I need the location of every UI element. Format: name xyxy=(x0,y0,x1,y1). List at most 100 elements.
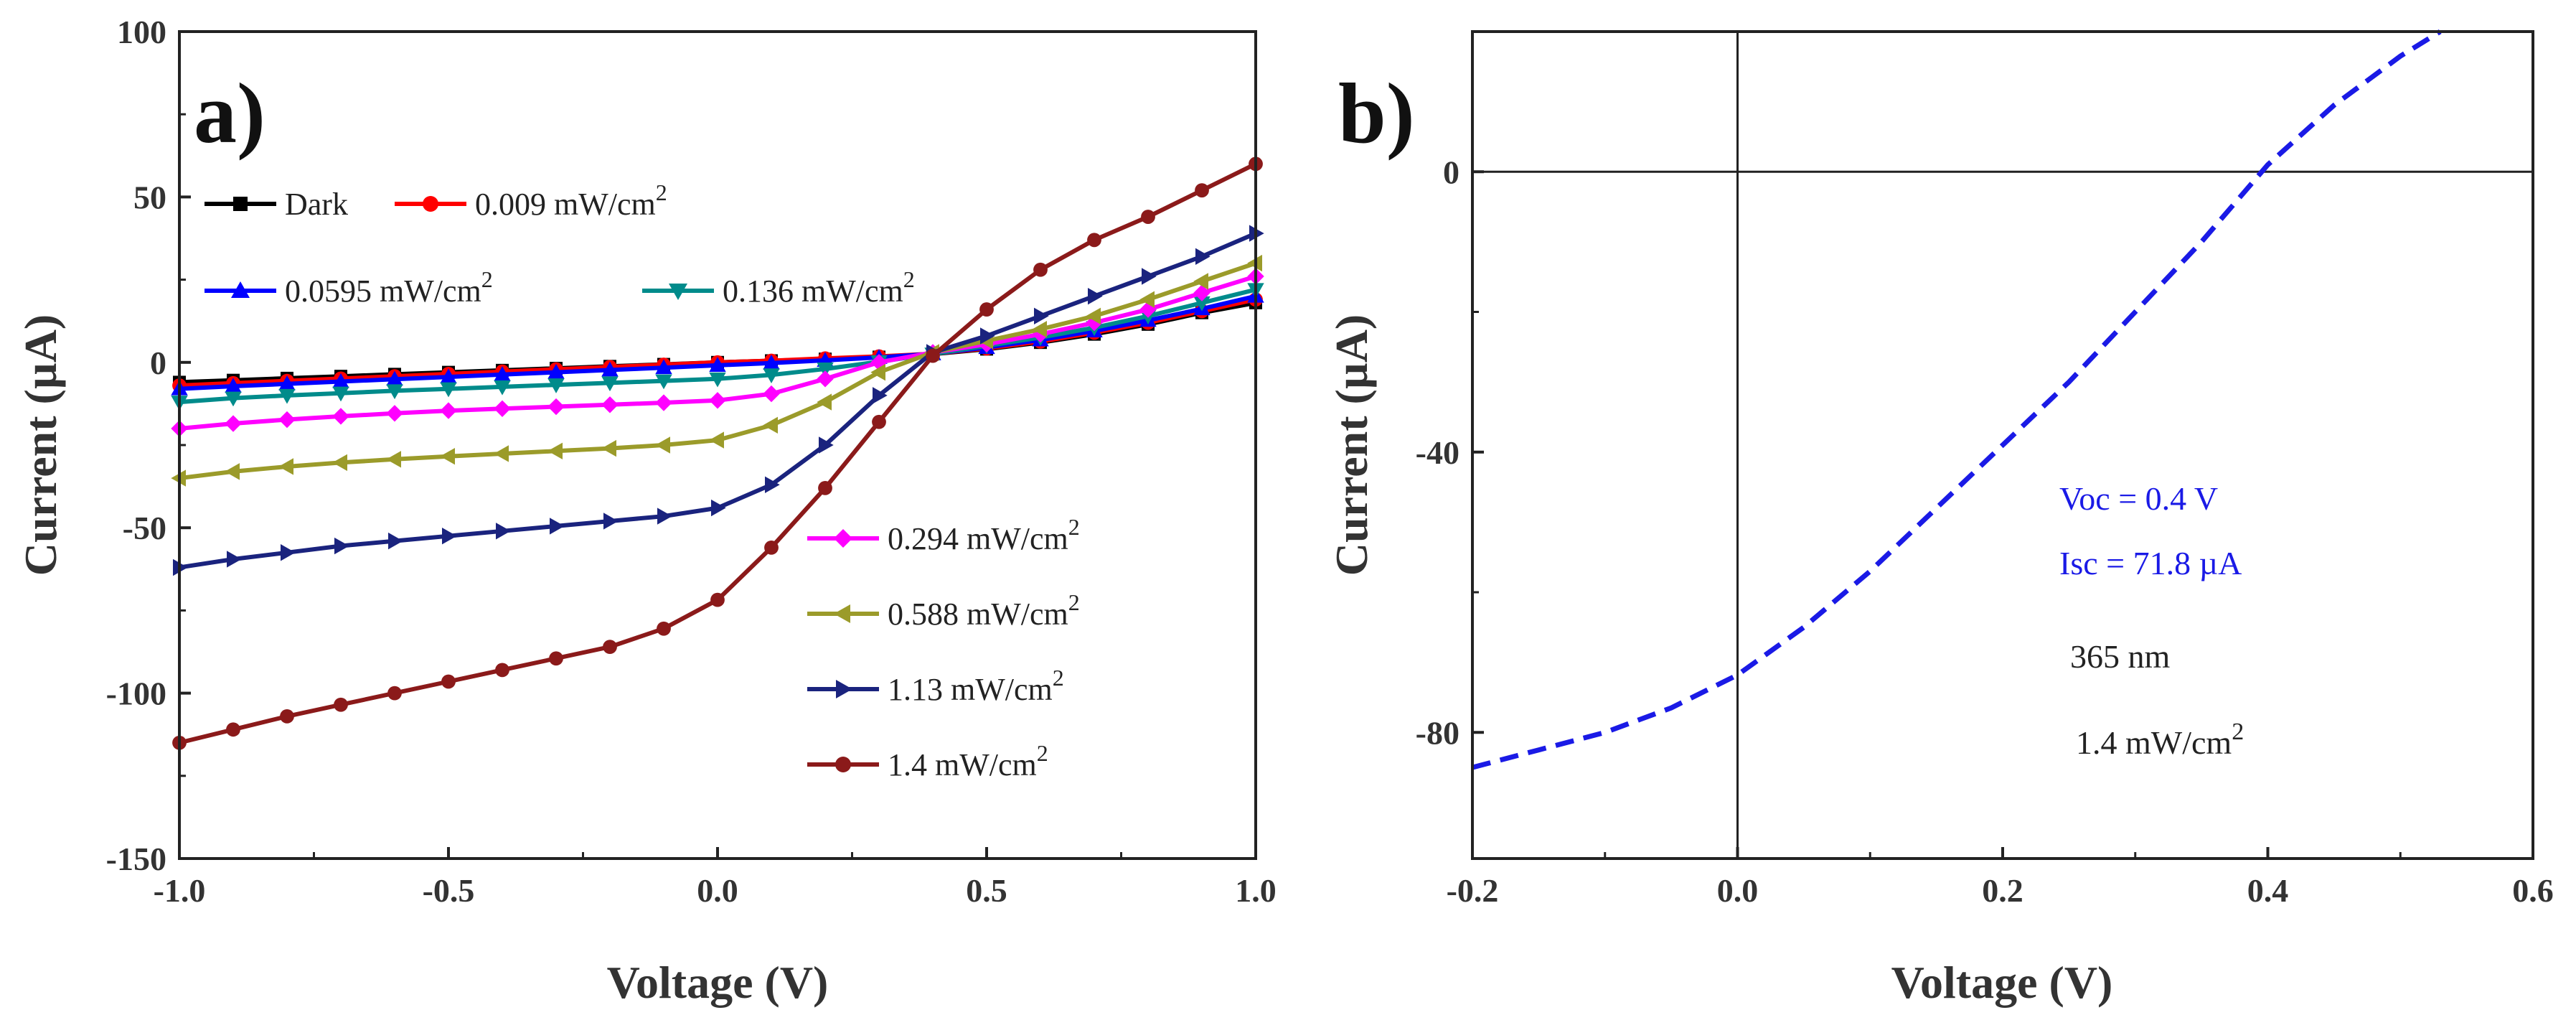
chart-a-data-point xyxy=(818,481,832,495)
chart-a-data-point xyxy=(872,414,886,429)
chart-a-legend-label-text: 0.009 mW/cm xyxy=(475,187,656,222)
chart-a-data-point xyxy=(601,396,619,413)
chart-a-data-point xyxy=(386,384,403,400)
chart-a-data-point xyxy=(440,382,457,398)
chart-a-data-point xyxy=(550,518,565,535)
chart-a-legend-label: 1.13 mW/cm2 xyxy=(888,665,1064,707)
chart-a-legend-entry: 1.13 mW/cm2 xyxy=(807,665,1064,707)
chart-a-legend-label: 0.009 mW/cm2 xyxy=(475,179,667,222)
chart-b-xtick-label: 0.2 xyxy=(1982,872,2023,909)
chart-a-legend-swatch-marker xyxy=(834,604,850,623)
chart-a-data-point xyxy=(979,302,994,317)
chart-a-data-point xyxy=(1195,183,1209,198)
chart-a-data-point xyxy=(601,439,616,457)
chart-a-data-point xyxy=(1193,273,1208,290)
chart-a-data-point xyxy=(657,508,672,525)
chart-a-data-point xyxy=(603,640,617,654)
chart-b-xtick-label: -0.2 xyxy=(1447,872,1499,909)
chart-a-data-point xyxy=(657,621,671,636)
chart-a-legend-entry: Dark xyxy=(205,187,348,222)
chart-a-legend-entry: 0.136 mW/cm2 xyxy=(642,266,915,309)
chart-a-data-point xyxy=(440,368,457,384)
chart-a-data-point xyxy=(870,363,885,381)
chart-a-data-point xyxy=(1088,287,1103,305)
chart-a-legend-label-sup: 2 xyxy=(1068,589,1080,615)
chart-a-legend-label-text: 0.136 mW/cm xyxy=(723,273,903,309)
chart-a-legend-label-sup: 2 xyxy=(1068,514,1080,540)
chart-a-series-line xyxy=(179,162,1257,745)
chart-a-legend-swatch-marker xyxy=(836,680,852,698)
chart-a-data-point xyxy=(1193,296,1211,312)
chart-a-xtick-label: 0.5 xyxy=(966,872,1007,909)
chart-a-data-point xyxy=(332,386,349,402)
chart-b-wavelength-annotation: 365 nm xyxy=(2070,638,2171,675)
chart-a-data-point xyxy=(1034,307,1049,324)
chart-a-data-point xyxy=(1139,291,1155,308)
chart-a-ytick-label: 0 xyxy=(150,345,166,381)
chart-a-data-point xyxy=(819,436,834,454)
chart-a-legend-label-sup: 2 xyxy=(1037,740,1048,766)
chart-a-data-point xyxy=(442,528,457,545)
chart-b-ytick-label: -80 xyxy=(1416,714,1459,751)
chart-b-xtick-label: 0.6 xyxy=(2512,872,2554,909)
chart-a-data-point xyxy=(278,375,296,391)
chart-a-legend-label-text: Dark xyxy=(285,187,348,222)
chart-a-data-point xyxy=(494,366,511,381)
chart-a-ytick-label: 100 xyxy=(117,14,166,50)
chart-a-legend-label: 0.0595 mW/cm2 xyxy=(285,266,493,309)
chart-a-data-point xyxy=(709,392,726,409)
chart-b-ytick-label: -40 xyxy=(1416,434,1459,471)
chart-a-ytick-label: -50 xyxy=(123,510,166,546)
chart-a-data-point xyxy=(655,394,672,411)
chart-a-legend-label: 0.136 mW/cm2 xyxy=(723,266,915,309)
chart-a-data-point xyxy=(1141,210,1155,224)
chart-a-data-point xyxy=(1195,248,1211,266)
chart-a-data-point xyxy=(655,359,672,375)
chart-a-data-point xyxy=(332,373,349,388)
chart-a: -1.0 -0.5 0.0 0.5 1.0 -150 -100 -50 0 50 100 a) Vo… xyxy=(15,14,1277,1008)
chart-a-data-point xyxy=(388,532,403,550)
chart-a-legend-swatch-marker xyxy=(233,197,248,211)
chart-a-data-point xyxy=(709,372,726,388)
chart-a-data-point xyxy=(332,408,349,425)
chart-a-data-point xyxy=(547,378,565,393)
chart-a-data-point xyxy=(227,551,242,568)
chart-a-data-point xyxy=(386,370,403,386)
chart-a-data-point xyxy=(281,544,296,561)
chart-a-data-point xyxy=(225,378,242,393)
chart-a-data-point xyxy=(386,405,403,422)
chart-a-data-point xyxy=(601,361,619,377)
chart-a-data-point xyxy=(763,368,780,384)
chart-b-ylabel: Current (µA) xyxy=(1326,314,1377,576)
chart-b-intensity-sup: 2 xyxy=(2232,719,2244,745)
chart-a-legend-label: Dark xyxy=(285,187,348,222)
chart-a-xtick-label: -1.0 xyxy=(154,872,206,909)
chart-a-legend-entry: 0.0595 mW/cm2 xyxy=(205,266,493,309)
chart-a-data-point xyxy=(334,537,349,555)
chart-a-data-point xyxy=(549,651,563,666)
chart-a-data-point xyxy=(332,454,347,472)
chart-a-data-point xyxy=(817,370,834,388)
chart-a-data-point xyxy=(494,400,511,418)
chart-a-legend-swatch-marker xyxy=(834,529,852,548)
chart-a-data-point xyxy=(655,374,672,390)
chart-a-data-point xyxy=(763,416,778,434)
chart-a-data-point xyxy=(440,402,457,419)
chart-a-data-point xyxy=(1086,307,1101,324)
chart-a-data-point xyxy=(1087,233,1101,248)
chart-a-data-point xyxy=(1193,284,1211,301)
chart-a-data-point xyxy=(387,686,402,701)
chart-a-series xyxy=(173,225,1264,576)
chart-a-legend-label-text: 0.588 mW/cm xyxy=(888,597,1068,632)
chart-a-data-point xyxy=(817,363,834,378)
chart-a-data-point xyxy=(709,431,724,449)
chart-a-ytick-label: -100 xyxy=(106,675,166,712)
chart-a-data-point xyxy=(495,663,509,678)
chart-a-data-point xyxy=(440,447,455,465)
chart-a-data-point xyxy=(280,709,294,724)
chart-a-data-point xyxy=(764,540,779,555)
chart-a-data-point xyxy=(386,451,401,468)
chart-a-legend-label: 1.4 mW/cm2 xyxy=(888,740,1048,782)
chart-a-data-point xyxy=(494,445,509,462)
